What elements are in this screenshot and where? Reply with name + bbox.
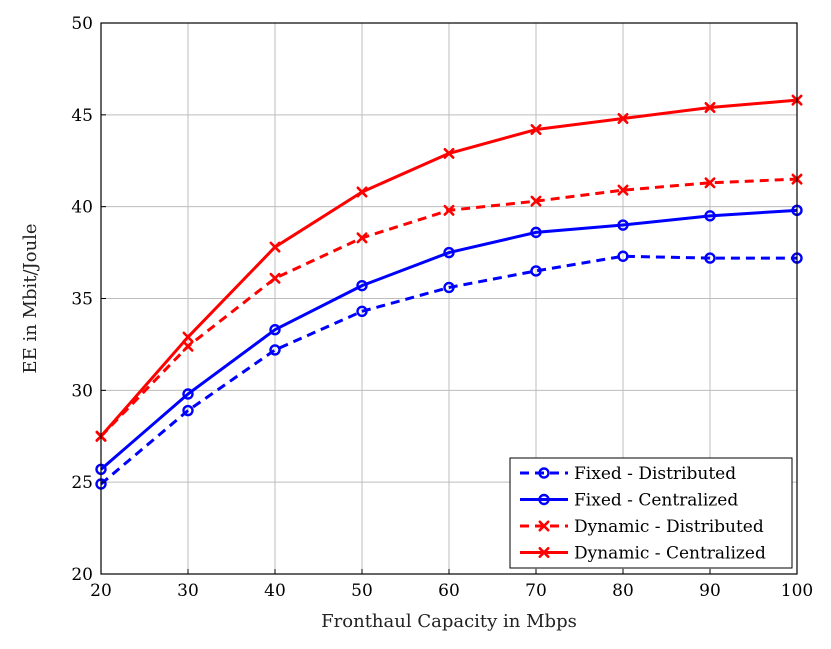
data-point bbox=[530, 226, 542, 239]
x-tick-label: 50 bbox=[351, 581, 373, 601]
y-tick-label: 20 bbox=[71, 565, 93, 585]
data-point bbox=[356, 279, 368, 292]
data-point bbox=[443, 246, 455, 259]
data-point bbox=[356, 186, 368, 198]
data-point-stroke bbox=[704, 177, 716, 189]
data-point-stroke bbox=[443, 204, 455, 216]
legend-swatch-marker-stroke bbox=[538, 520, 550, 532]
legend-entry: Fixed - Distributed bbox=[520, 464, 736, 484]
data-point bbox=[356, 305, 368, 318]
legend-swatch-marker bbox=[538, 520, 550, 532]
data-point bbox=[704, 252, 716, 264]
y-tick-label: 50 bbox=[71, 14, 93, 34]
data-point-stroke bbox=[182, 340, 194, 352]
tick-labels: 20 30 40 50 60 70 80 90 100 20 25 30 35 40 45 50 bbox=[71, 14, 813, 601]
legend-label: Fixed - Distributed bbox=[574, 464, 736, 484]
data-point-stroke bbox=[356, 232, 368, 244]
data-point bbox=[443, 281, 455, 294]
data-point bbox=[704, 177, 716, 189]
data-point-stroke bbox=[356, 186, 368, 198]
x-tick-label: 40 bbox=[264, 581, 286, 601]
data-point-stroke bbox=[530, 195, 542, 207]
data-point bbox=[269, 344, 281, 356]
x-axis-label: Fronthaul Capacity in Mbps bbox=[321, 611, 577, 632]
legend-entry: Dynamic - Centralized bbox=[520, 544, 766, 564]
data-point bbox=[182, 388, 194, 400]
data-point bbox=[182, 404, 194, 417]
data-point bbox=[704, 210, 716, 222]
legend-swatch-marker-stroke bbox=[538, 546, 550, 559]
legend-label: Dynamic - Centralized bbox=[574, 544, 766, 564]
data-point-stroke bbox=[530, 124, 542, 136]
legend-label: Fixed - Centralized bbox=[574, 491, 738, 511]
data-point bbox=[182, 340, 194, 352]
data-point bbox=[617, 219, 629, 231]
legend-swatch-marker bbox=[538, 467, 550, 479]
data-point bbox=[617, 250, 629, 262]
data-point bbox=[356, 232, 368, 244]
series-line bbox=[100, 254, 797, 486]
x-tick-label: 60 bbox=[438, 581, 460, 601]
data-point bbox=[269, 324, 281, 336]
y-tick-label: 25 bbox=[71, 473, 93, 493]
legend-box bbox=[509, 457, 793, 569]
x-tick-label: 90 bbox=[699, 581, 721, 601]
data-point-stroke bbox=[617, 184, 629, 196]
data-point-stroke bbox=[269, 272, 281, 284]
x-tick-label: 70 bbox=[525, 581, 547, 601]
data-point bbox=[530, 124, 542, 136]
data-point bbox=[530, 195, 542, 207]
x-tick-label: 30 bbox=[177, 581, 199, 601]
legend-swatch-marker bbox=[538, 546, 550, 559]
legend-entry: Fixed - Centralized bbox=[520, 491, 738, 511]
legend: Fixed - Distributed Fixed - Centralized Dy… bbox=[509, 457, 793, 569]
y-tick-label: 30 bbox=[71, 381, 93, 401]
data-point-stroke bbox=[269, 241, 281, 253]
y-tick-label: 35 bbox=[71, 290, 93, 310]
data-point-stroke bbox=[617, 113, 629, 125]
x-tick-label: 80 bbox=[612, 581, 634, 601]
data-point bbox=[617, 184, 629, 196]
data-point bbox=[182, 331, 194, 343]
legend-swatch-marker bbox=[538, 493, 550, 506]
y-axis-label: EE in Mbit/Joule bbox=[20, 223, 41, 373]
data-point-stroke bbox=[182, 331, 194, 343]
x-tick-label: 100 bbox=[781, 581, 813, 601]
data-point bbox=[443, 147, 455, 159]
series-2 bbox=[95, 173, 803, 442]
legend-label: Dynamic - Distributed bbox=[574, 517, 764, 537]
data-point bbox=[530, 265, 542, 277]
series-layer bbox=[95, 94, 803, 490]
data-point bbox=[617, 113, 629, 125]
x-tick-label: 20 bbox=[90, 581, 112, 601]
data-point-stroke bbox=[704, 101, 716, 113]
data-point bbox=[704, 101, 716, 113]
data-point bbox=[443, 204, 455, 216]
y-tick-label: 45 bbox=[71, 106, 93, 126]
data-point-stroke bbox=[443, 147, 455, 159]
grid bbox=[100, 22, 798, 575]
data-point bbox=[269, 241, 281, 253]
data-point bbox=[269, 272, 281, 284]
legend-entry: Dynamic - Distributed bbox=[520, 517, 764, 537]
series-line bbox=[100, 208, 798, 471]
y-tick-label: 40 bbox=[71, 198, 93, 218]
